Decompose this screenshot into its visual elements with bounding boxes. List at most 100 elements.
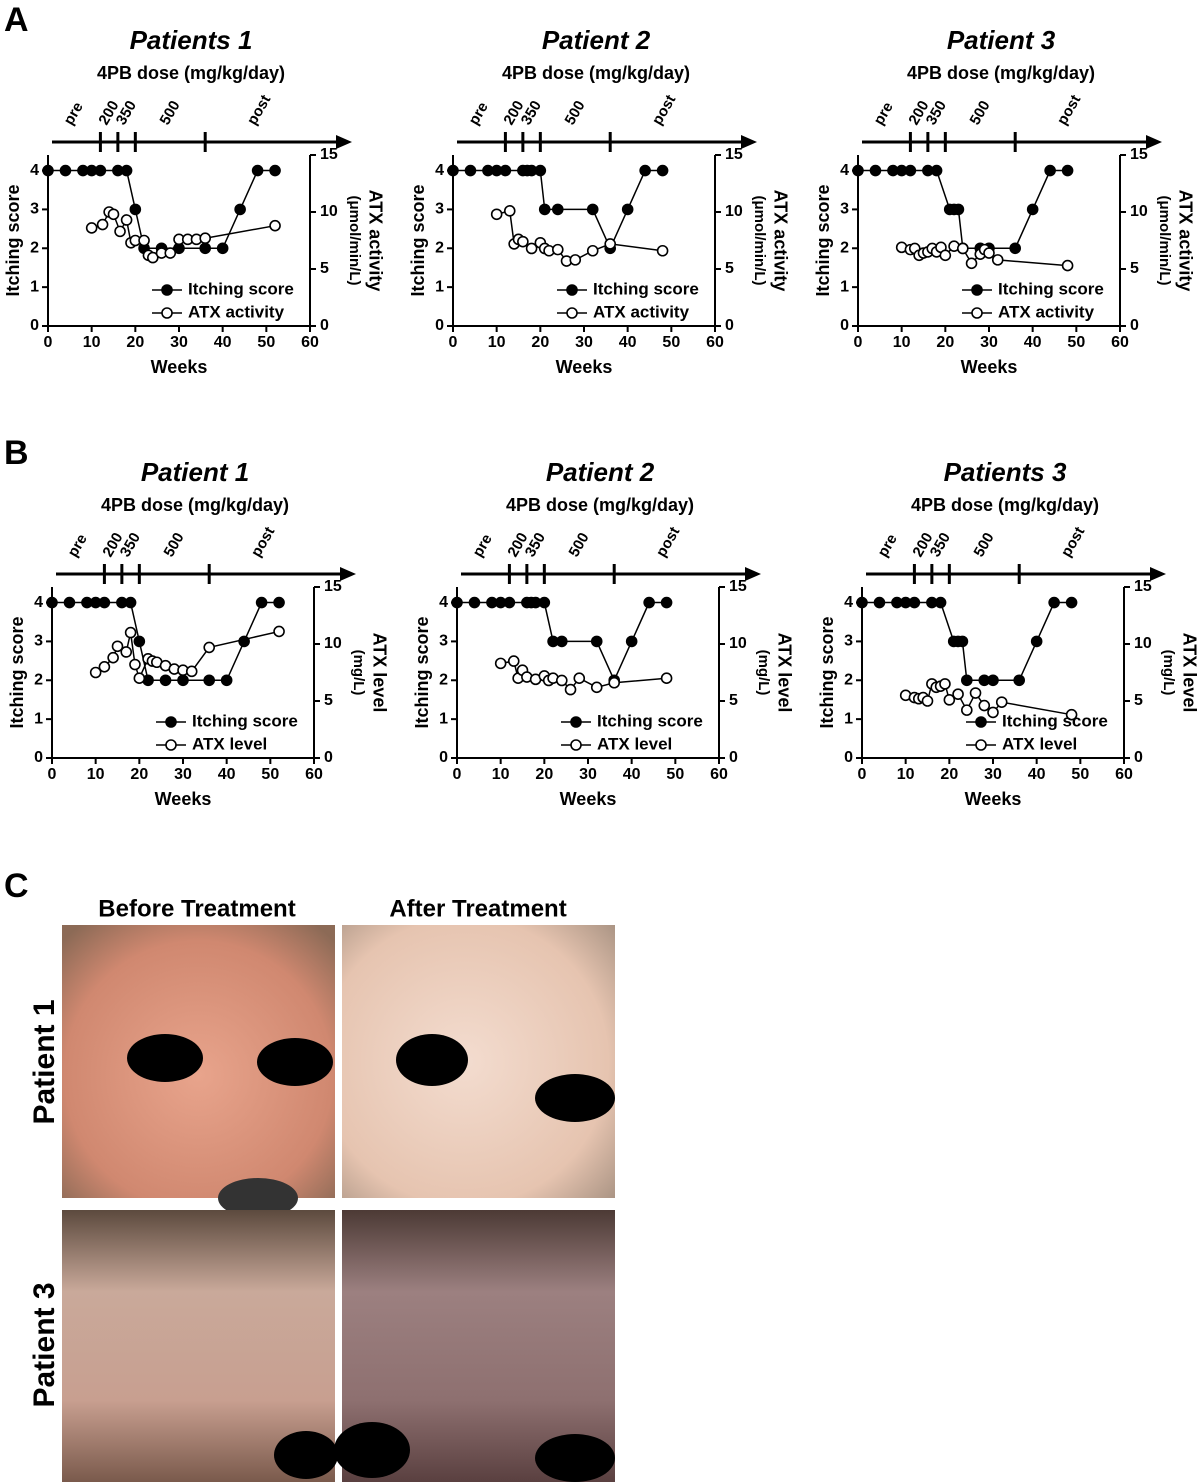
data-point — [952, 203, 965, 216]
data-point — [199, 242, 211, 255]
data-point — [590, 681, 603, 694]
x-tick-label: 30 — [174, 766, 192, 783]
data-point — [590, 635, 603, 648]
x-tick-label: 20 — [130, 766, 148, 783]
dose-arrowhead — [1150, 567, 1166, 581]
y2-tick-label: 10 — [324, 635, 342, 652]
x-tick-label: 20 — [936, 334, 954, 351]
legend-label: ATX activity — [188, 302, 285, 321]
legend-label: Itching score — [192, 711, 298, 730]
legend-marker — [566, 284, 578, 296]
y-axis-title: Itching score — [813, 184, 833, 296]
column-label: Before Treatment — [98, 895, 295, 922]
data-point — [525, 242, 538, 255]
y2-tick-label: 15 — [1134, 578, 1152, 595]
data-point — [965, 257, 978, 270]
y-tick-label: 0 — [840, 317, 849, 334]
x-tick-label: 30 — [575, 334, 593, 351]
dose-arrowhead — [340, 567, 356, 581]
dose-label: 500 — [970, 530, 997, 560]
dose-label: pre — [465, 99, 491, 128]
y2-tick-label: 10 — [1134, 635, 1152, 652]
legend-label: Itching score — [998, 279, 1104, 298]
data-point — [930, 164, 943, 177]
data-point — [199, 232, 211, 245]
data-point — [939, 249, 952, 262]
x-tick-label: 20 — [535, 766, 553, 783]
data-point — [586, 244, 599, 257]
x-axis-title: Weeks — [556, 357, 613, 377]
row-label: Patient 3 — [28, 1282, 61, 1407]
x-tick-label: 0 — [48, 766, 57, 783]
data-point — [133, 672, 146, 685]
data-point — [660, 596, 673, 609]
dose-label: 500 — [966, 98, 993, 128]
x-tick-label: 10 — [897, 766, 915, 783]
x-tick-label: 60 — [1115, 766, 1133, 783]
eye-cover — [396, 1034, 468, 1086]
data-point — [98, 660, 111, 673]
data-point — [255, 596, 268, 609]
dose-label: pre — [469, 531, 495, 560]
x-tick-label: 50 — [257, 334, 275, 351]
data-point — [1044, 164, 1056, 177]
dose-label: 350 — [518, 98, 545, 128]
data-point — [625, 635, 638, 648]
x-tick-label: 30 — [980, 334, 998, 351]
x-tick-label: 20 — [531, 334, 549, 351]
data-point — [564, 683, 577, 696]
x-tick-label: 50 — [261, 766, 279, 783]
y2-tick-label: 5 — [725, 260, 734, 277]
x-tick-label: 10 — [492, 766, 510, 783]
data-point — [177, 674, 189, 687]
y-tick-label: 0 — [30, 317, 39, 334]
eye-cover — [334, 1422, 410, 1478]
data-point — [1030, 635, 1043, 648]
y-tick-label: 2 — [840, 239, 849, 256]
data-point — [111, 640, 124, 653]
y-axis-title: Itching score — [412, 616, 432, 728]
y2-axis-title: (mg/L) — [350, 650, 367, 696]
x-tick-label: 40 — [218, 766, 236, 783]
x-tick-label: 10 — [893, 334, 911, 351]
data-point — [1065, 708, 1078, 721]
y-axis-title: Itching score — [817, 616, 837, 728]
y-tick-label: 0 — [844, 749, 853, 766]
data-point — [869, 164, 882, 177]
x-axis-title: Weeks — [961, 357, 1018, 377]
x-tick-label: 0 — [854, 334, 863, 351]
y-tick-label: 4 — [840, 162, 849, 179]
data-point — [503, 596, 516, 609]
eye-cover — [535, 1434, 615, 1482]
dose-label: post — [248, 524, 279, 560]
data-point — [586, 203, 599, 216]
legend-label: ATX level — [1002, 734, 1077, 753]
data-point — [269, 164, 281, 177]
x-tick-label: 30 — [170, 334, 188, 351]
data-point — [934, 596, 947, 609]
dose-label: post — [1054, 92, 1085, 128]
y-tick-label: 1 — [840, 278, 849, 295]
legend-marker — [975, 739, 987, 751]
x-tick-label: 20 — [940, 766, 958, 783]
x-tick-label: 30 — [984, 766, 1002, 783]
y-tick-label: 2 — [439, 671, 448, 688]
x-tick-label: 0 — [449, 334, 458, 351]
data-point — [656, 164, 669, 177]
data-point — [639, 164, 651, 177]
data-point — [551, 243, 564, 256]
y-axis-title: Itching score — [408, 184, 428, 296]
dose-arrowhead — [1146, 135, 1162, 149]
x-tick-label: 60 — [710, 766, 728, 783]
y2-tick-label: 15 — [729, 578, 747, 595]
y2-tick-label: 0 — [1134, 749, 1143, 766]
data-point — [129, 203, 142, 216]
dose-label: pre — [64, 531, 90, 560]
data-point — [1026, 203, 1039, 216]
data-point — [120, 646, 133, 658]
y2-axis-title: (μmol/min/L) — [346, 196, 363, 286]
dose-label: post — [653, 524, 684, 560]
y2-axis-title: (μmol/min/L) — [1156, 196, 1173, 286]
y-tick-label: 2 — [34, 671, 43, 688]
x-tick-label: 10 — [83, 334, 101, 351]
